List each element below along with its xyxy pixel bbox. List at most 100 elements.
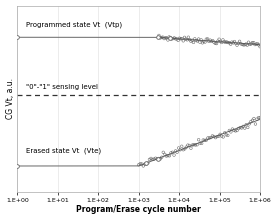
Point (189, 40, 193, 43)
Point (254, 42, 258, 46)
Point (167, 154, 172, 158)
Point (232, 129, 236, 132)
Point (224, 133, 229, 137)
Point (157, 34, 161, 37)
Point (258, 116, 262, 119)
Point (207, 40, 211, 43)
Point (180, 37, 184, 40)
Point (193, 143, 198, 147)
Point (247, 122, 252, 126)
Point (212, 40, 216, 44)
Point (216, 134, 221, 138)
Point (163, 36, 168, 40)
Point (176, 146, 181, 150)
Point (215, 135, 219, 138)
Point (236, 42, 240, 45)
Point (191, 41, 196, 44)
Point (195, 143, 199, 147)
Point (226, 41, 230, 44)
Point (222, 131, 227, 134)
Point (231, 41, 235, 45)
Point (159, 36, 164, 39)
Point (241, 125, 245, 128)
Point (250, 119, 255, 122)
Point (227, 129, 232, 132)
Point (239, 42, 243, 46)
Text: "0"-"1" sensing level: "0"-"1" sensing level (25, 84, 98, 90)
Point (204, 138, 209, 142)
Point (144, 162, 148, 166)
Point (232, 40, 237, 43)
Point (167, 35, 171, 39)
Point (169, 151, 173, 155)
Point (171, 37, 175, 40)
Point (209, 136, 213, 139)
Point (157, 157, 161, 160)
Point (244, 123, 248, 126)
Point (253, 43, 257, 46)
Point (201, 138, 206, 142)
Point (202, 40, 206, 43)
Point (230, 40, 234, 44)
Point (211, 39, 215, 42)
Point (238, 126, 242, 129)
Point (210, 134, 215, 138)
Point (184, 37, 188, 41)
Point (168, 36, 172, 40)
Point (170, 37, 174, 41)
Point (195, 39, 199, 43)
Point (230, 127, 235, 131)
Point (214, 42, 219, 45)
Point (188, 38, 192, 41)
Point (178, 37, 183, 40)
Point (178, 148, 182, 152)
Point (205, 37, 210, 41)
Point (202, 139, 207, 142)
Point (181, 148, 186, 152)
Point (255, 42, 260, 46)
Point (234, 42, 238, 45)
Point (249, 120, 253, 123)
Point (240, 43, 244, 46)
Point (170, 150, 175, 154)
Point (156, 35, 160, 39)
Point (245, 43, 250, 47)
Point (229, 130, 233, 134)
Point (140, 162, 144, 166)
Point (147, 158, 152, 161)
Point (229, 42, 233, 46)
Point (168, 36, 173, 39)
Point (186, 35, 191, 39)
Point (235, 129, 239, 132)
Point (200, 41, 205, 45)
Point (15, 164, 20, 168)
Point (237, 40, 242, 43)
Point (246, 126, 250, 129)
Point (207, 136, 212, 140)
Point (162, 37, 166, 40)
Point (166, 154, 170, 158)
Point (186, 143, 190, 147)
Point (193, 37, 197, 40)
Point (172, 153, 176, 157)
Point (213, 42, 217, 45)
Point (182, 36, 187, 39)
Point (208, 38, 212, 42)
Point (146, 161, 150, 165)
Point (15, 35, 20, 39)
Point (236, 127, 241, 130)
Point (164, 36, 169, 40)
Point (219, 41, 224, 44)
Point (161, 35, 165, 39)
Point (250, 41, 255, 44)
Point (213, 136, 218, 139)
Point (176, 38, 180, 42)
Point (198, 141, 202, 145)
Point (221, 38, 225, 42)
Point (160, 156, 164, 159)
X-axis label: Program/Erase cycle number: Program/Erase cycle number (76, 205, 201, 214)
Point (189, 147, 193, 150)
Point (155, 157, 159, 161)
Point (198, 40, 202, 44)
Point (143, 161, 148, 165)
